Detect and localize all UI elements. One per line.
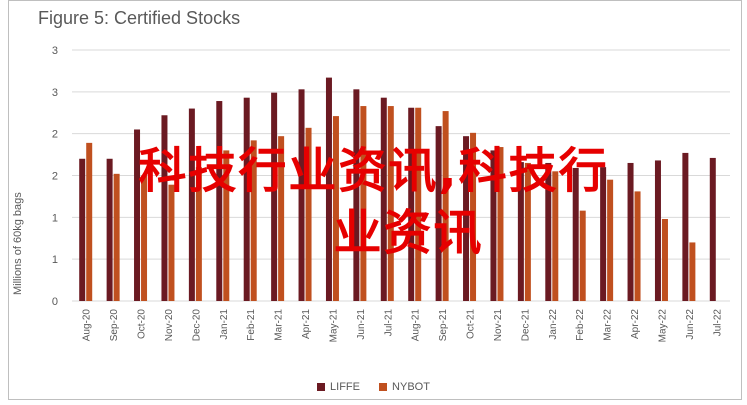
x-tick-label: Jul-21 [383, 309, 394, 337]
x-tick-label: Mar-22 [603, 309, 614, 341]
y-tick-label: 3 [52, 87, 58, 99]
x-tick-label: Sep-21 [438, 309, 449, 342]
x-tick-label: Jan-22 [548, 309, 559, 340]
bar-liffe [709, 157, 716, 301]
legend-item-liffe: LIFFE [317, 381, 360, 393]
x-tick-label: Feb-22 [575, 309, 586, 341]
x-tick-label: Feb-21 [246, 309, 257, 341]
legend-label-nybot: NYBOT [392, 381, 430, 393]
legend-swatch-nybot [379, 383, 388, 391]
x-tick-label: May-21 [328, 309, 339, 343]
x-tick-label: Aug-20 [82, 309, 93, 342]
x-tick-label: Apr-21 [301, 309, 312, 339]
bar-liffe [490, 150, 497, 301]
bar-nybot [607, 179, 614, 301]
bar-liffe [682, 152, 689, 301]
x-tick-label: Oct-20 [137, 309, 148, 339]
bar-liffe [134, 129, 141, 301]
bar-nybot [305, 127, 312, 301]
bar-liffe [517, 162, 524, 301]
bar-nybot [195, 167, 202, 301]
bar-liffe [161, 115, 168, 301]
y-tick-label: 1 [52, 212, 58, 224]
x-tick-label: May-22 [657, 309, 668, 343]
bar-nybot [497, 147, 504, 301]
bar-liffe [408, 107, 415, 301]
bar-liffe [243, 97, 250, 301]
y-tick-label: 1 [52, 254, 58, 266]
bar-liffe [654, 160, 661, 301]
bar-liffe [353, 89, 360, 301]
x-tick-label: Jul-22 [712, 309, 723, 337]
legend-item-nybot: NYBOT [379, 381, 430, 393]
bar-nybot [415, 107, 422, 301]
bar-nybot [168, 184, 175, 301]
bar-liffe [79, 158, 86, 301]
bar-liffe [298, 89, 305, 301]
x-tick-label: Jun-21 [356, 309, 367, 340]
x-tick-label: Jan-21 [219, 309, 230, 340]
legend-label-liffe: LIFFE [330, 381, 360, 393]
bar-nybot [634, 191, 641, 301]
legend-swatch-liffe [317, 383, 326, 391]
bar-nybot [524, 162, 531, 301]
bar-nybot [250, 140, 257, 301]
x-tick-label: Oct-21 [466, 309, 477, 339]
y-tick-label: 0 [52, 296, 58, 308]
bar-liffe [463, 136, 470, 301]
bar-liffe [572, 167, 579, 301]
x-tick-label: Dec-21 [520, 309, 531, 342]
bar-liffe [435, 126, 442, 302]
bar-liffe [216, 101, 223, 301]
x-tick-label: Mar-21 [274, 309, 285, 341]
bar-nybot [552, 171, 559, 301]
x-tick-label: Sep-20 [109, 309, 120, 342]
bar-liffe [325, 77, 332, 301]
bar-nybot [223, 150, 230, 301]
bar-liffe [380, 97, 387, 301]
bar-liffe [545, 162, 552, 301]
bar-nybot [360, 106, 367, 301]
bar-nybot [470, 132, 477, 301]
bar-nybot [332, 116, 339, 301]
bar-nybot [86, 142, 93, 301]
bar-liffe [106, 158, 113, 301]
bar-nybot [278, 136, 285, 301]
x-tick-label: Apr-22 [630, 309, 641, 339]
legend: LIFFE NYBOT [0, 381, 747, 394]
chart-frame [8, 0, 742, 400]
bar-nybot [442, 111, 449, 302]
y-tick-label: 2 [52, 129, 58, 141]
bar-nybot [661, 219, 668, 301]
bar-nybot [579, 210, 586, 301]
bar-nybot [141, 175, 148, 301]
y-tick-label: 3 [52, 45, 58, 57]
bar-nybot [689, 242, 696, 301]
bar-nybot [113, 173, 120, 301]
bar-liffe [188, 108, 195, 301]
x-tick-label: Aug-21 [411, 309, 422, 342]
x-tick-label: Jun-22 [685, 309, 696, 340]
bar-liffe [627, 162, 634, 301]
x-tick-label: Nov-21 [493, 309, 504, 342]
x-tick-label: Dec-20 [191, 309, 202, 342]
bar-nybot [387, 106, 394, 301]
bar-liffe [271, 92, 278, 301]
chart-title: Figure 5: Certified Stocks [38, 8, 241, 28]
x-tick-label: Nov-20 [164, 309, 175, 342]
y-tick-label: 2 [52, 171, 58, 183]
bar-liffe [600, 167, 607, 301]
